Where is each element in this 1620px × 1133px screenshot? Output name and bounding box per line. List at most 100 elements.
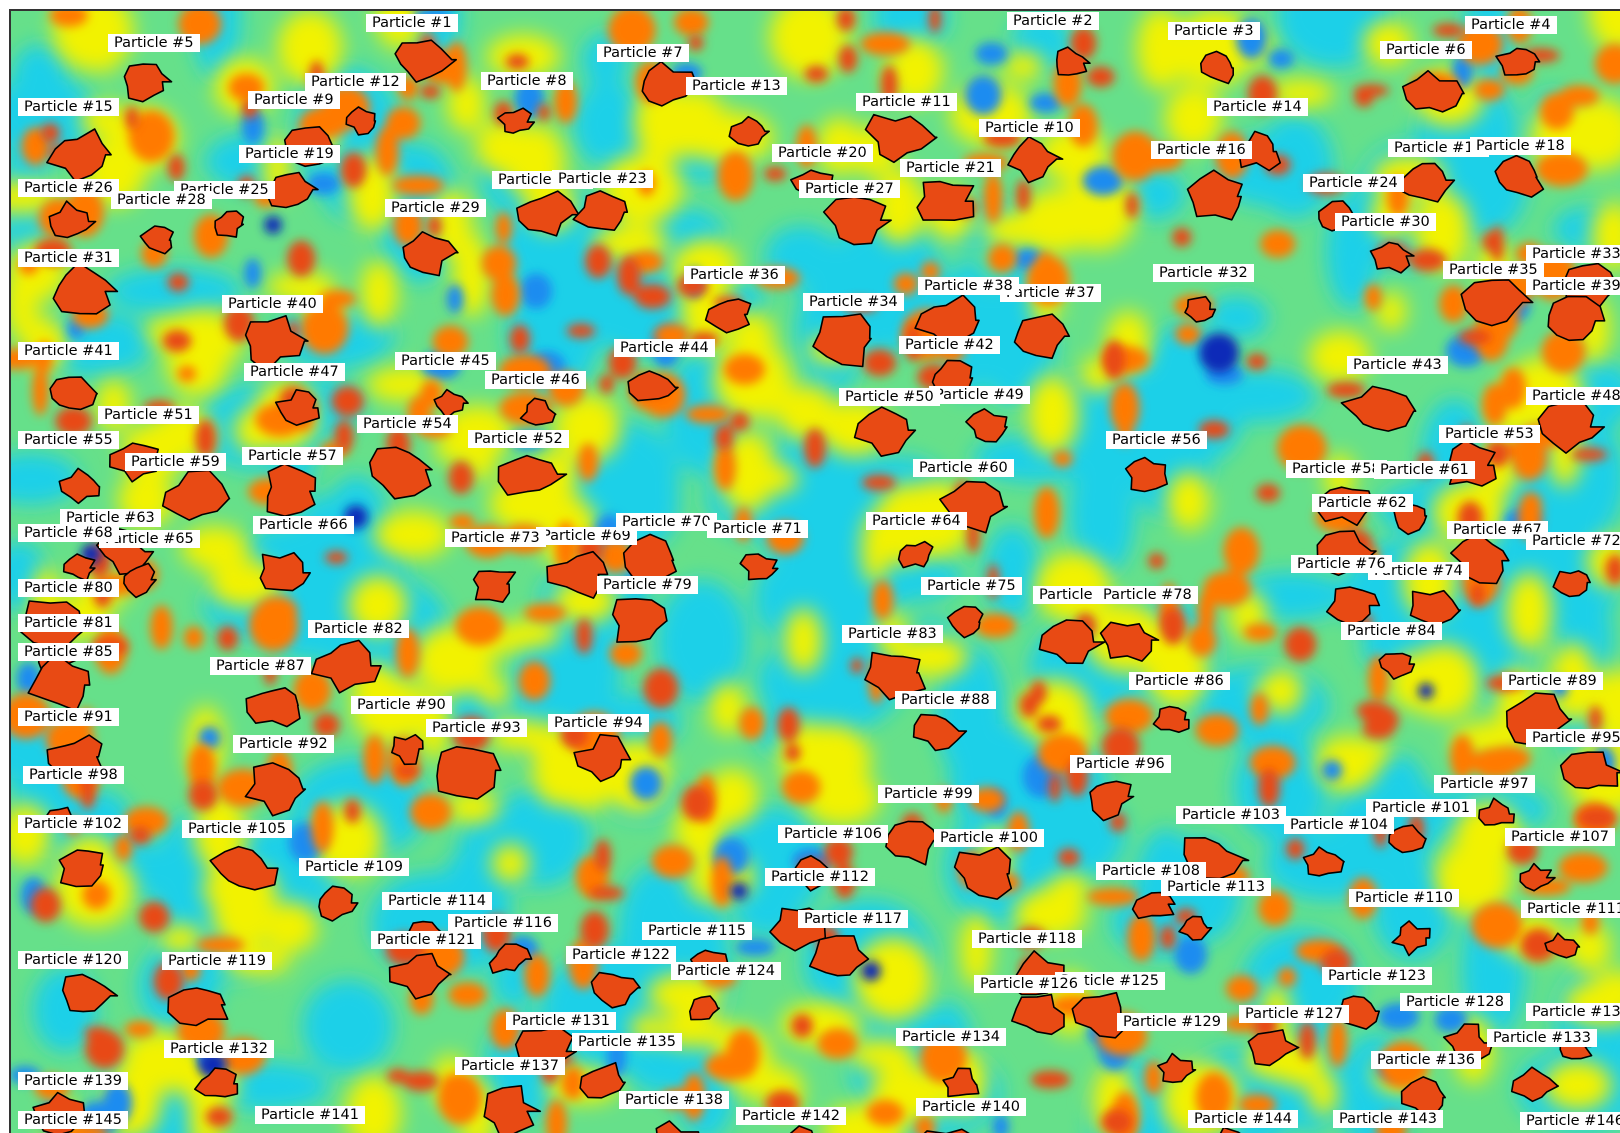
low-field-blob bbox=[656, 579, 748, 703]
particle-label: Particle #91 bbox=[18, 708, 119, 726]
low-field-blob bbox=[1372, 858, 1453, 961]
high-field-blob bbox=[455, 606, 504, 646]
particle-label: Particle #34 bbox=[803, 293, 904, 311]
peak-field-blob bbox=[167, 273, 189, 292]
particle-label: Particle #55 bbox=[18, 431, 119, 449]
particle-label: Particle #23 bbox=[552, 170, 653, 188]
particle-label: Particle #37 bbox=[1000, 284, 1101, 302]
particle-label: Particle #75 bbox=[921, 577, 1022, 595]
particle-label: Particle #142 bbox=[736, 1107, 847, 1125]
peak-field-blob bbox=[777, 707, 800, 742]
particle-outline bbox=[345, 106, 377, 136]
particle-outline bbox=[472, 570, 517, 603]
particle-label: Particle #26 bbox=[18, 179, 119, 197]
peak-field-blob bbox=[1030, 1070, 1071, 1089]
particle-outline bbox=[58, 849, 104, 888]
high-field-blob bbox=[495, 212, 512, 244]
particle-outline bbox=[897, 540, 934, 569]
particle-outline bbox=[310, 639, 382, 694]
mid-high-field-blob bbox=[885, 37, 944, 105]
peak-field-blob bbox=[448, 461, 474, 495]
particle-outline bbox=[579, 1061, 626, 1099]
mid-high-field-blob bbox=[554, 394, 621, 462]
peak-field-blob bbox=[340, 152, 367, 188]
particle-label: Particle #41 bbox=[18, 342, 119, 360]
particle-label: Particle #51 bbox=[98, 406, 199, 424]
peak-field-blob bbox=[588, 886, 625, 901]
high-field-blob bbox=[177, 365, 197, 382]
high-field-blob bbox=[1535, 151, 1588, 187]
particle-labels-layer: Particle #1 Particle #2 Particle #3 Particl… bbox=[11, 11, 1620, 1133]
lower-spots-blob bbox=[630, 766, 663, 801]
particle-label: Particle #9 bbox=[248, 91, 340, 109]
particle-outline bbox=[573, 733, 632, 783]
mid-high-field-blob bbox=[1589, 11, 1620, 52]
high-field-blob bbox=[128, 110, 175, 162]
high-field-blob bbox=[1087, 887, 1139, 906]
particle-outline bbox=[167, 987, 229, 1027]
particle-outline bbox=[912, 713, 968, 752]
particle-label: Particle #129 bbox=[1117, 1013, 1228, 1031]
mid-high-field-blob bbox=[658, 89, 728, 158]
particle-label: Particle #15 bbox=[18, 98, 119, 116]
high-field-blob bbox=[872, 580, 894, 620]
particle-outline bbox=[245, 687, 301, 728]
high-field-blob bbox=[1260, 229, 1296, 258]
peak-field-blob bbox=[1470, 582, 1485, 608]
particle-outline bbox=[519, 397, 557, 426]
particle-outline bbox=[388, 952, 452, 1000]
mid-high-field-blob bbox=[709, 683, 747, 735]
particle-outline bbox=[728, 115, 770, 147]
particle-label: Particle #59 bbox=[125, 453, 226, 471]
particle-outline bbox=[1038, 619, 1106, 665]
high-field-blob bbox=[82, 880, 111, 910]
particle-outline bbox=[627, 370, 679, 402]
mid-high-field-blob bbox=[277, 11, 343, 86]
high-field-blob bbox=[32, 365, 49, 416]
particle-label: Particle #124 bbox=[671, 962, 782, 980]
peak-field-blob bbox=[30, 887, 61, 923]
high-field-blob bbox=[717, 150, 754, 201]
particle-outline bbox=[1247, 1029, 1300, 1067]
particle-label: Particle #62 bbox=[1312, 494, 1413, 512]
high-field-blob bbox=[311, 801, 334, 853]
particle-label: Particle #119 bbox=[162, 952, 273, 970]
peak-field-blob bbox=[1605, 554, 1620, 585]
high-field-blob bbox=[1328, 1017, 1348, 1067]
peak-field-blob bbox=[313, 712, 340, 738]
peak-field-blob bbox=[791, 1014, 814, 1038]
high-field-blob bbox=[711, 856, 733, 908]
high-field-blob bbox=[1482, 383, 1508, 426]
particle-outline bbox=[655, 1120, 700, 1133]
particle-label: Particle #76 bbox=[1291, 555, 1392, 573]
particle-label: Particle #68 bbox=[18, 524, 119, 542]
particle-label: Particle #111 bbox=[1521, 900, 1620, 918]
peak-field-blob bbox=[1458, 329, 1492, 345]
peak-field-blob bbox=[850, 658, 864, 674]
particle-outline bbox=[1157, 1052, 1197, 1084]
mid-high-field-blob bbox=[263, 901, 318, 953]
high-field-blob bbox=[1594, 43, 1620, 84]
high-field-blob bbox=[432, 325, 469, 358]
particle-label: Particle #7 bbox=[597, 44, 689, 62]
particle-label: Particle #106 bbox=[778, 825, 889, 843]
high-field-blob bbox=[1250, 693, 1269, 726]
lower-spots-blob bbox=[1321, 759, 1343, 781]
particle-label: Particle #92 bbox=[233, 735, 334, 753]
particle-outline bbox=[1388, 824, 1427, 854]
mid-high-field-blob bbox=[719, 429, 776, 513]
heatmap-viewport[interactable]: Particle #1 Particle #2 Particle #3 Particl… bbox=[9, 9, 1620, 1133]
peak-field-blob bbox=[1030, 680, 1047, 705]
particle-label: Particle #46 bbox=[485, 371, 586, 389]
particle-label: Particle #42 bbox=[899, 336, 1000, 354]
particle-label: Particle #35 bbox=[1443, 261, 1544, 279]
particle-label: Particle #57 bbox=[242, 447, 343, 465]
particle-outline bbox=[689, 995, 720, 1021]
particle-label: Particle #31 bbox=[18, 249, 119, 267]
high-field-blob bbox=[1052, 450, 1073, 467]
high-field-blob bbox=[255, 596, 298, 627]
peak-field-blob bbox=[1246, 353, 1268, 370]
particle-label: Particle #143 bbox=[1333, 1110, 1444, 1128]
particle-label: Particle #11 bbox=[856, 93, 957, 111]
high-field-blob bbox=[915, 1115, 935, 1133]
